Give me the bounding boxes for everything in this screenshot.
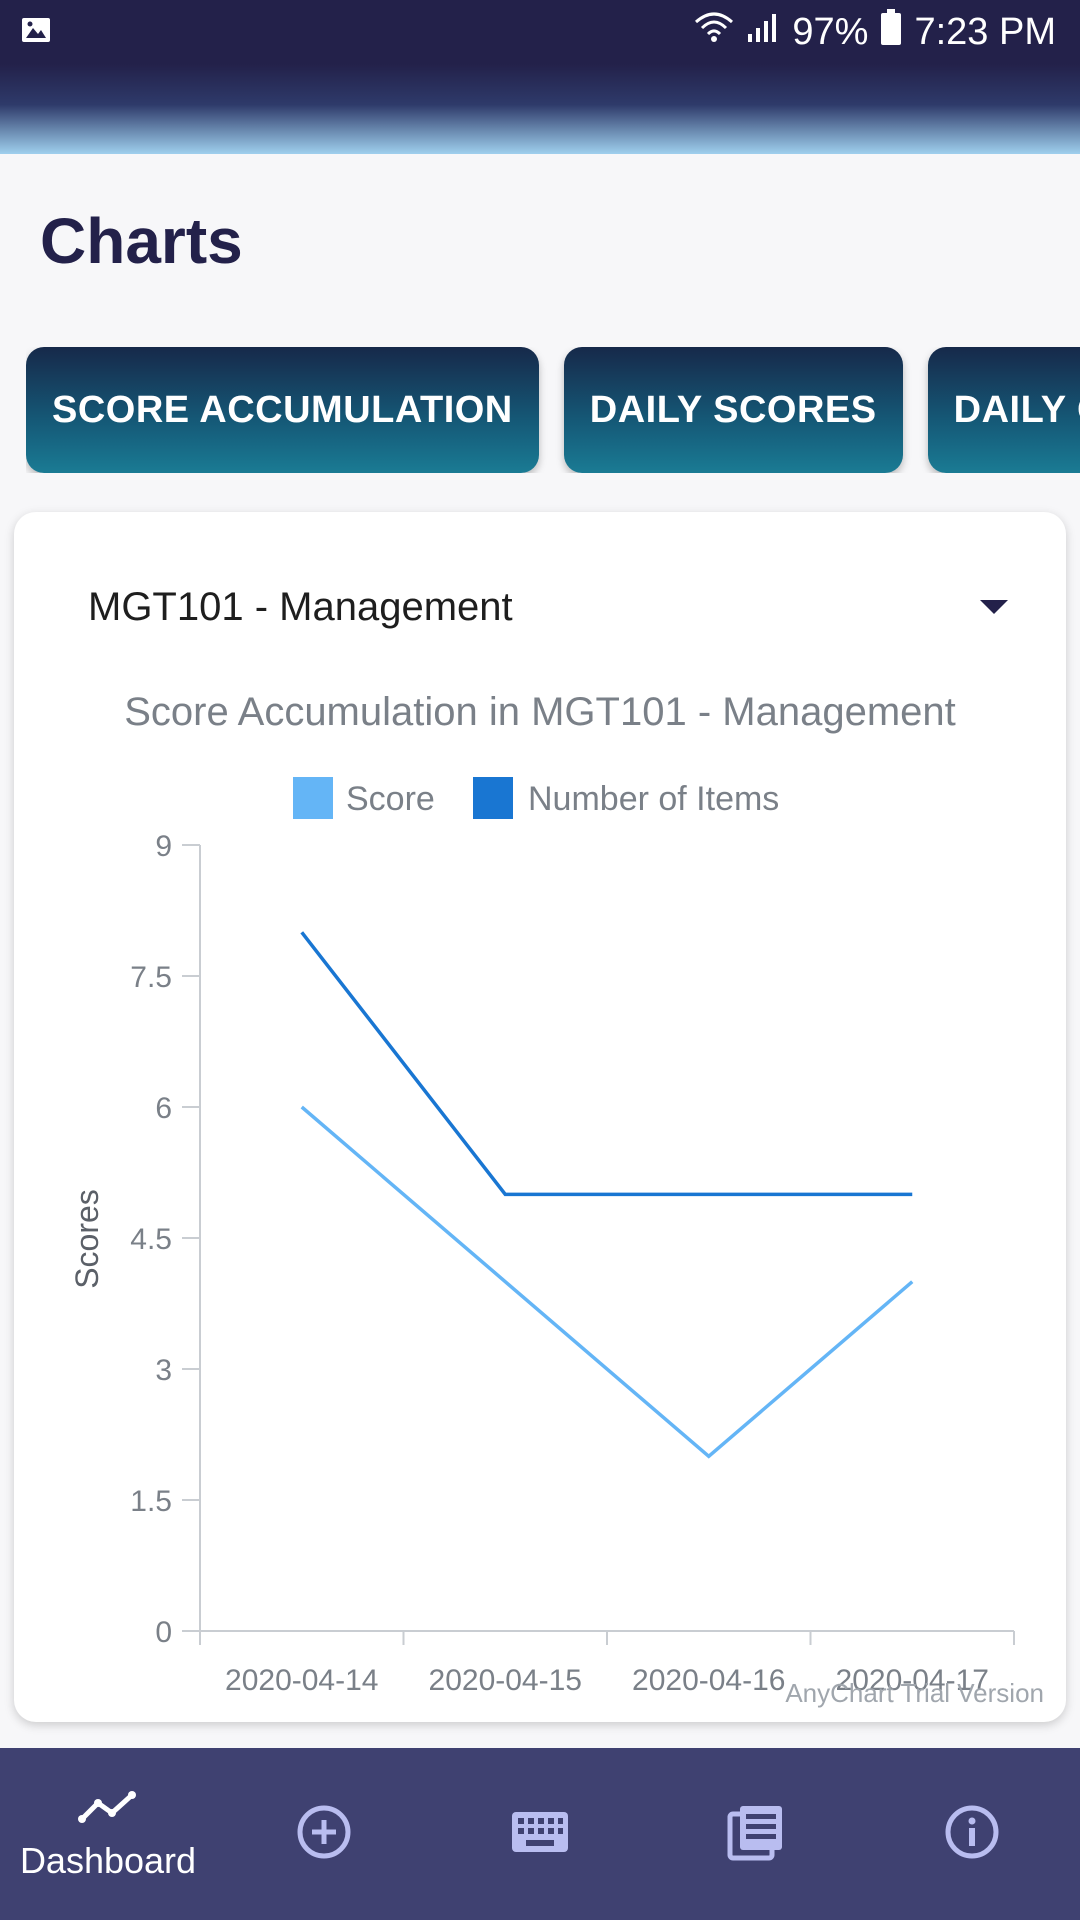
chart-watermark: AnyChart Trial Version: [785, 1678, 1044, 1708]
y-tick-label: 6: [155, 1092, 172, 1125]
wifi-icon: [694, 10, 734, 54]
battery-icon: [880, 9, 902, 55]
y-tick-label: 7.5: [130, 961, 172, 994]
y-tick-label: 0: [155, 1616, 172, 1649]
signal-icon: [746, 10, 780, 54]
chart-axes: [182, 844, 1015, 1645]
y-tick-label: 4.5: [130, 1223, 172, 1256]
trend-line-icon: [76, 1787, 140, 1832]
course-select[interactable]: MGT101 - Management: [88, 572, 1038, 642]
y-tick-label: 1.5: [130, 1485, 172, 1518]
status-right: 97% 7:23 PM: [694, 9, 1056, 55]
page-title: Charts: [40, 205, 243, 277]
tab-daily-scores[interactable]: DAILY SCORES: [563, 347, 903, 473]
legend-swatch-number-of-items: [473, 777, 513, 819]
chart-lines: [300, 931, 914, 1459]
bottom-nav: Dashboard: [0, 1748, 1080, 1920]
news-list-icon: [726, 1802, 786, 1867]
chart-tick-labels: 0 1.5 3 4.5 6 7.5 9 2020-04-14 2020-04-15 2020-04…: [130, 830, 989, 1697]
x-tick-label: 2020-04-15: [429, 1664, 582, 1697]
chart-title: Score Accumulation in MGT101 - Managemen…: [124, 690, 956, 734]
nav-keyboard[interactable]: [440, 1748, 640, 1920]
y-tick-label: 3: [155, 1354, 172, 1387]
info-icon: [942, 1802, 1002, 1867]
x-tick-label: 2020-04-17: [836, 1664, 989, 1697]
series-line-score: [300, 1105, 914, 1459]
app-header: [0, 64, 1080, 154]
nav-news[interactable]: [656, 1748, 856, 1920]
clock: 7:23 PM: [914, 10, 1056, 53]
nav-info[interactable]: [872, 1748, 1072, 1920]
chart-legend: Score Number of Items: [293, 777, 779, 819]
chart-card: MGT101 - Management Score Accumulation i…: [14, 512, 1066, 1722]
legend-label-score: Score: [346, 780, 435, 818]
nav-add[interactable]: [224, 1748, 424, 1920]
nav-dashboard-label: Dashboard: [19, 1839, 197, 1881]
y-axis-label: Scores: [69, 1189, 105, 1289]
keyboard-icon: [510, 1810, 570, 1859]
status-bar: 97% 7:23 PM: [0, 0, 1080, 64]
line-chart: Score Accumulation in MGT101 - Managemen…: [69, 690, 1044, 1708]
x-tick-label: 2020-04-16: [632, 1664, 785, 1697]
course-select-value: MGT101 - Management: [88, 584, 513, 629]
legend-label-number-of-items: Number of Items: [528, 780, 779, 818]
y-tick-label: 9: [155, 830, 172, 863]
battery-level: 97%: [792, 10, 869, 53]
image-icon: [20, 14, 52, 51]
nav-dashboard[interactable]: Dashboard: [8, 1748, 208, 1920]
tab-score-accumulation[interactable]: SCORE ACCUMULATION: [26, 347, 539, 473]
legend-swatch-score: [293, 777, 333, 819]
dropdown-arrow-icon[interactable]: [980, 600, 1008, 614]
status-left: [20, 14, 52, 51]
x-tick-label: 2020-04-14: [225, 1664, 378, 1697]
add-circle-icon: [294, 1802, 354, 1867]
series-line-number-of-items: [300, 931, 913, 1197]
tab-daily-quiz[interactable]: DAILY QUIZ: [927, 347, 1080, 473]
